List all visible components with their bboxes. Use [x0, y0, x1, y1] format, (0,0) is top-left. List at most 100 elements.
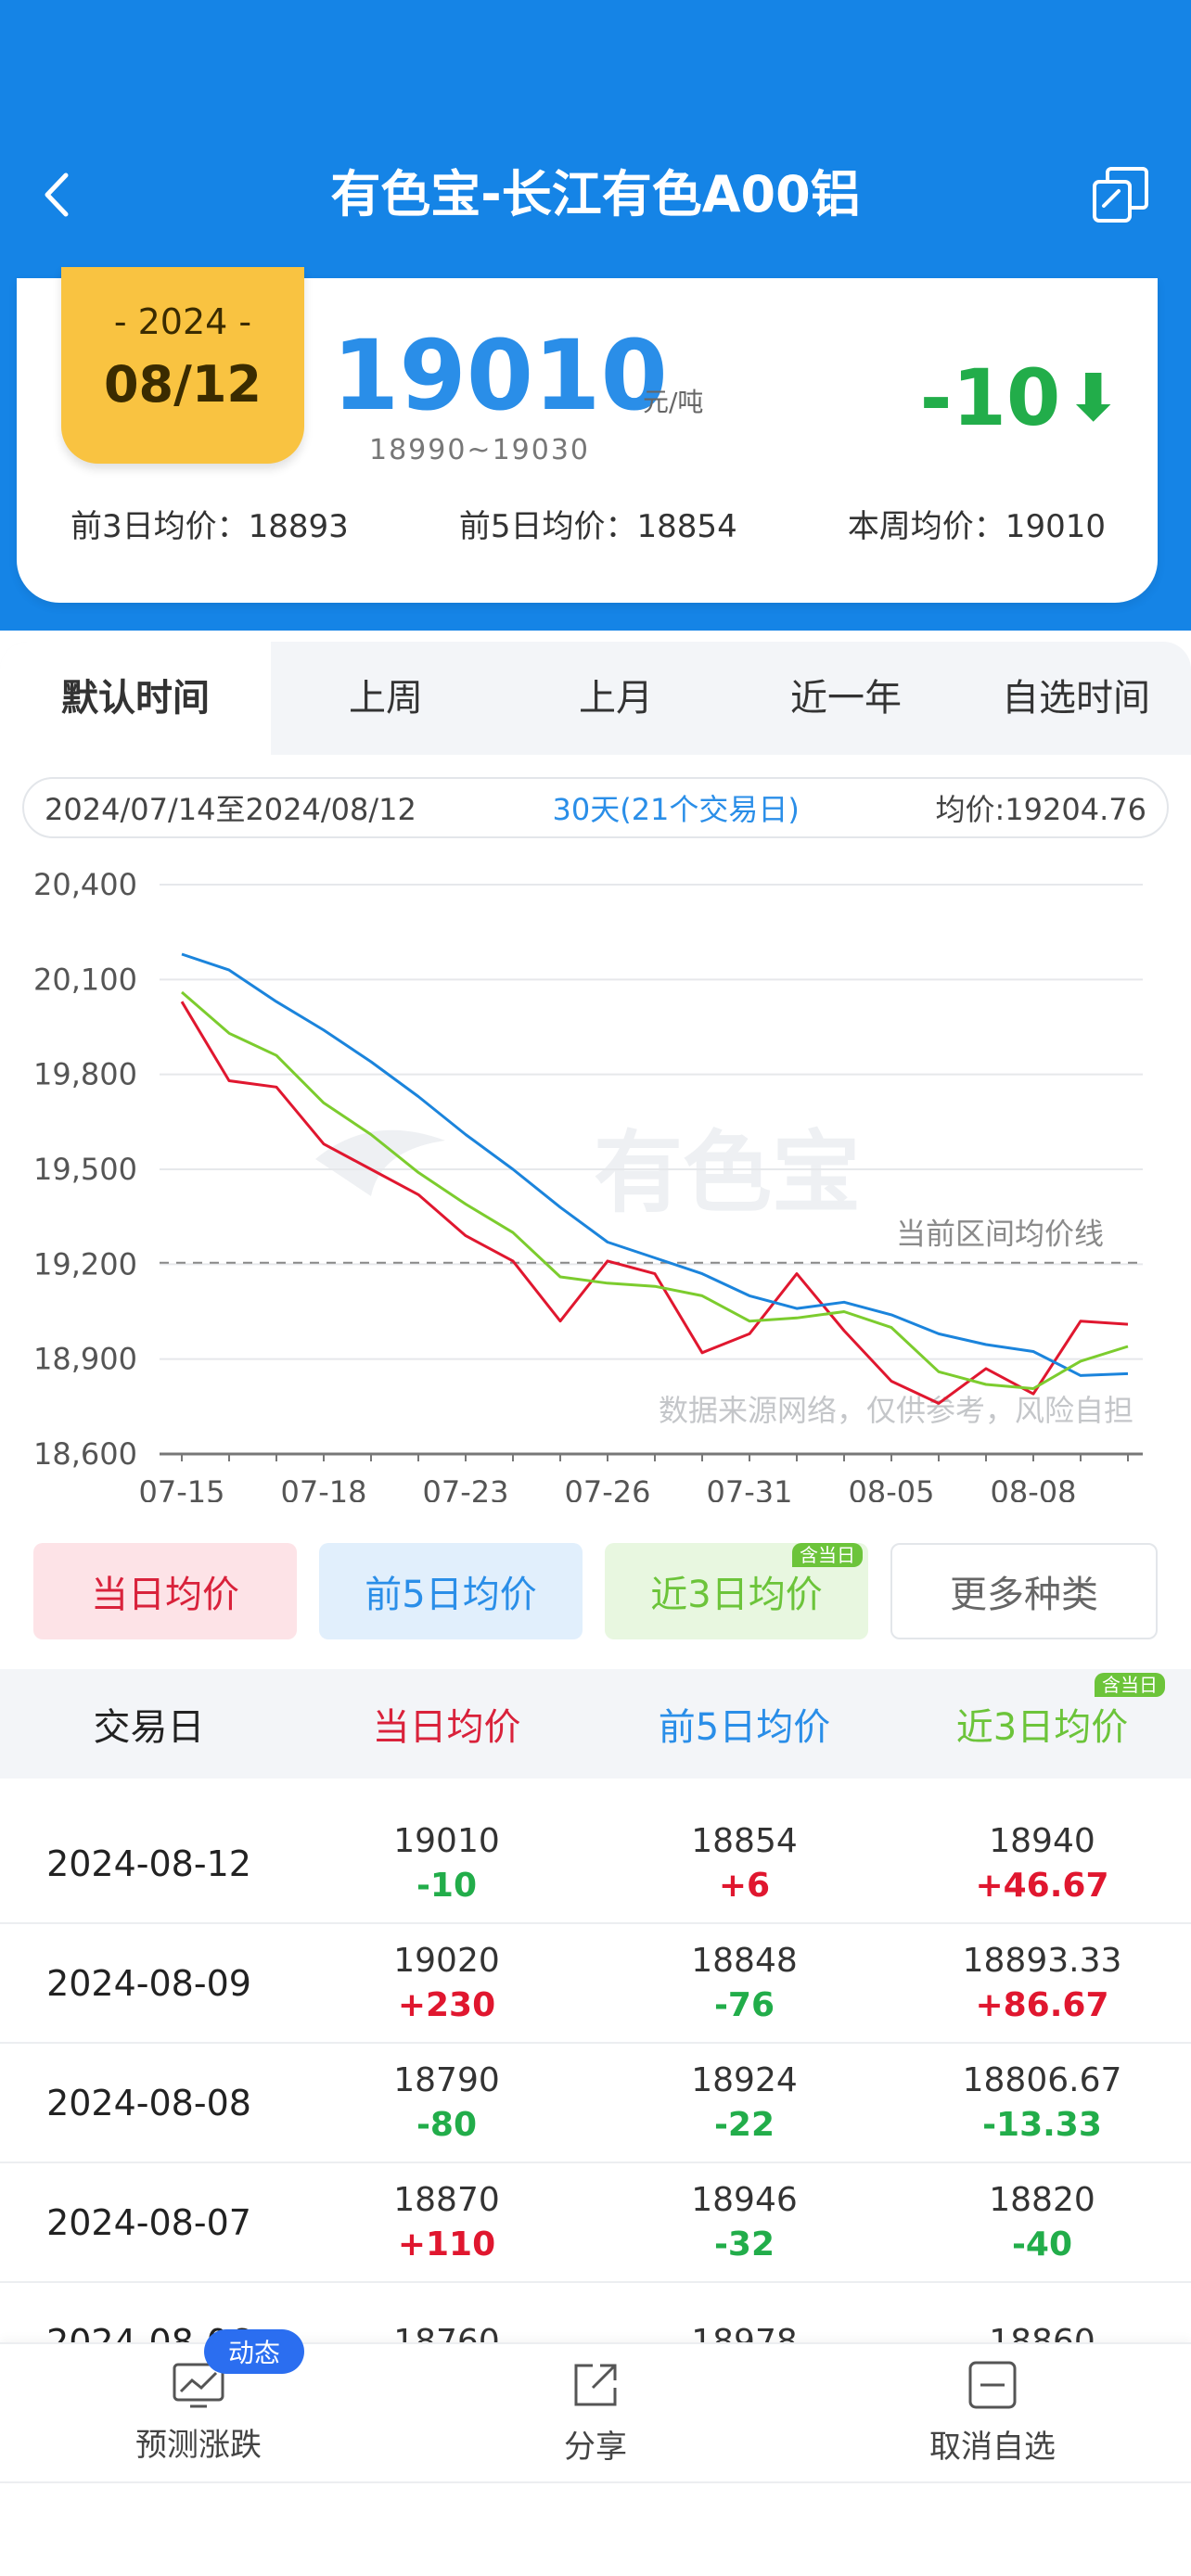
row-5day-average-value: 18854 [691, 1821, 798, 1860]
x-tick-label: 07-23 [423, 1474, 509, 1502]
row-3day-average-value: 18860 [989, 2322, 1095, 2343]
row-day-average: 18760 [298, 2320, 596, 2343]
row-5day-average: 18946 -32 [596, 2178, 893, 2267]
copy-button[interactable] [1091, 165, 1150, 224]
row-date: 2024-08-09 [46, 1962, 251, 2004]
average-row: 前3日均价：18893 前5日均价：18854 本周均价：19010 [17, 501, 1158, 546]
price-table: 2024-08-12 19010 -10 18854 +6 18940 +46.67 2024… [0, 1779, 1191, 2342]
copy-icon [1093, 167, 1148, 223]
row-date: 2024-08-07 [46, 2201, 251, 2243]
tab-last-year[interactable]: 近一年 [790, 677, 902, 720]
row-5day-average-change: -76 [713, 1985, 775, 2024]
date-month-day: 08/12 [103, 355, 262, 414]
legend-3day-average-label: 近3日均价 [650, 1574, 823, 1616]
row-day-average-change: -10 [416, 1866, 478, 1905]
row-3day-average: 18860 [893, 2320, 1191, 2343]
y-tick-label: 19,200 [33, 1246, 137, 1282]
range-info-bar: 2024/07/14至2024/08/12 30天(21个交易日) 均价:192… [22, 777, 1169, 838]
x-tick-label: 07-26 [565, 1474, 651, 1502]
date-year: - 2024 - [113, 301, 252, 342]
row-day-average-change: +230 [397, 1985, 496, 2024]
legend-5day-average-label: 前5日均价 [365, 1574, 537, 1616]
y-tick-label: 18,600 [33, 1436, 137, 1472]
row-3day-average-change: -40 [1011, 2225, 1073, 2264]
table-row[interactable]: 2024-08-07 18870 +110 18946 -32 18820 -40 [0, 2163, 1191, 2283]
row-5day-average: 18924 -22 [596, 2059, 893, 2148]
table-row[interactable]: 2024-08-12 19010 -10 18854 +6 18940 +46.67 [0, 1804, 1191, 1924]
y-tick-label: 19,800 [33, 1057, 137, 1092]
table-row[interactable]: 2024-08-08 18790 -80 18924 -22 18806.67 -13.33 [0, 2044, 1191, 2163]
row-5day-average-value: 18848 [691, 1941, 798, 1980]
bottom-divider [0, 2481, 1191, 2483]
y-tick-label: 19,500 [33, 1152, 137, 1187]
share-label: 分享 [564, 2428, 627, 2466]
y-tick-label: 18,900 [33, 1342, 137, 1377]
price-range: 18990~19030 [369, 434, 591, 466]
row-day-average: 19020 +230 [298, 1939, 596, 2028]
col-3day-average-label: 近3日均价 [955, 1706, 1129, 1749]
watermark-logo-icon [315, 1129, 445, 1196]
row-5day-average-change: +6 [718, 1866, 771, 1905]
table-row[interactable]: 2024-08-06 18760 18978 18860 [0, 2283, 1191, 2343]
x-tick-label: 07-15 [139, 1474, 225, 1502]
price-line-chart: 有色宝 20,400 20,100 19,800 19,500 19,200 18,900 1… [33, 867, 1143, 1502]
x-tick-label: 08-05 [849, 1474, 935, 1502]
legend-5day-average[interactable]: 前5日均价 [319, 1543, 583, 1639]
share-button[interactable]: 分享 [397, 2344, 794, 2481]
y-tick-label: 20,400 [33, 867, 137, 902]
range-dates: 2024/07/14至2024/08/12 [45, 792, 416, 827]
row-5day-average-value: 18946 [691, 2180, 798, 2219]
more-types-button[interactable]: 更多种类 [890, 1543, 1158, 1639]
minus-box-icon [968, 2361, 1017, 2408]
row-3day-average-value: 18940 [989, 1821, 1095, 1860]
row-day-average-value: 18790 [393, 2060, 500, 2099]
row-day-average: 19010 -10 [298, 1819, 596, 1908]
col-day-average: 当日均价 [372, 1706, 521, 1749]
row-day-average-value: 18760 [393, 2322, 500, 2343]
range-average: 均价:19204.76 [935, 792, 1146, 827]
predict-button[interactable]: 动态 预测涨跌 [0, 2329, 397, 2481]
row-3day-average-value: 18806.67 [962, 2060, 1122, 2099]
series-line-2 [181, 990, 1129, 1390]
avg-3-days: 前3日均价：18893 [70, 508, 349, 545]
unfollow-button[interactable]: 取消自选 [794, 2344, 1191, 2481]
legend-day-average[interactable]: 当日均价 [33, 1543, 297, 1639]
row-3day-average: 18893.33 +86.67 [893, 1939, 1191, 2028]
row-day-average: 18790 -80 [298, 2059, 596, 2148]
back-button[interactable] [37, 167, 74, 223]
tab-last-month[interactable]: 上月 [579, 677, 653, 720]
col-3day-average: 近3日均价 含当日 [893, 1673, 1191, 1751]
time-tabs: 默认时间 上周 上月 近一年 自选时间 [0, 642, 1191, 755]
row-5day-average: 18848 -76 [596, 1939, 893, 2028]
more-types-label: 更多种类 [950, 1574, 1098, 1616]
row-3day-average-value: 18820 [989, 2180, 1095, 2219]
row-day-average-change: +110 [397, 2225, 496, 2264]
series-legend: 当日均价 前5日均价 近3日均价 含当日 更多种类 [33, 1543, 1158, 1639]
x-tick-label: 08-08 [991, 1474, 1077, 1502]
table-row[interactable]: 2024-08-09 19020 +230 18848 -76 18893.33 +86.6… [0, 1924, 1191, 2044]
bottom-toolbar: 动态 预测涨跌 分享 取消自选 [0, 2329, 1191, 2481]
row-day-average-change: -80 [416, 2105, 478, 2144]
page-title: 有色宝-长江有色A00铝 [330, 165, 861, 223]
date-badge: - 2024 - 08/12 [61, 267, 304, 464]
row-3day-average-change: -13.33 [982, 2105, 1102, 2144]
watermark-text: 有色宝 [594, 1121, 861, 1225]
range-days: 30天(21个交易日) [552, 792, 800, 827]
chevron-left-icon [45, 172, 69, 217]
tab-custom-time[interactable]: 自选时间 [1002, 677, 1150, 720]
col-trade-date: 交易日 [93, 1706, 205, 1749]
arrow-down-icon: ⬇ [1066, 360, 1121, 436]
tab-default-time[interactable]: 默认时间 [0, 642, 271, 755]
avg-week: 本周均价：19010 [847, 508, 1106, 545]
row-5day-average-change: -22 [713, 2105, 775, 2144]
row-5day-average-change: -32 [713, 2225, 775, 2264]
tab-last-week[interactable]: 上周 [349, 677, 423, 720]
avg-5-days: 前5日均价：18854 [458, 508, 737, 545]
price-change-value: -10 [919, 352, 1061, 443]
legend-day-average-label: 当日均价 [91, 1574, 239, 1616]
share-icon [574, 2364, 617, 2405]
price-unit: 元/吨 [643, 387, 704, 417]
legend-3day-average[interactable]: 近3日均价 含当日 [605, 1543, 868, 1639]
row-3day-average-change: +46.67 [975, 1866, 1109, 1905]
current-price: 19010 [332, 319, 668, 432]
